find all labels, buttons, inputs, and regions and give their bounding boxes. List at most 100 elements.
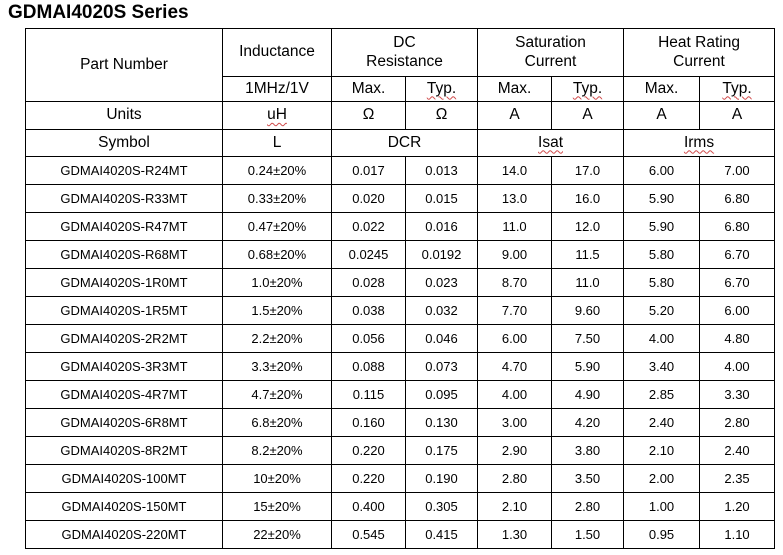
- dcr-max-cell: 0.400: [331, 492, 406, 521]
- inductance-unit: uH: [222, 101, 332, 130]
- table-row: GDMAI4020S-R24MT 0.24±20% 0.017 0.013 14.0 17…: [25, 156, 776, 185]
- table-row: GDMAI4020S-150MT 15±20% 0.400 0.305 2.10 2.80…: [25, 492, 776, 521]
- table-row: GDMAI4020S-2R2MT 2.2±20% 0.056 0.046 6.00 7.5…: [25, 324, 776, 353]
- isat-typ-header-text: Typ.: [572, 79, 603, 97]
- dcr-typ-cell: 0.013: [405, 156, 478, 185]
- inductance-cell: 10±20%: [222, 464, 332, 493]
- dcr-max-cell: 0.160: [331, 408, 406, 437]
- isat-max-unit: A: [477, 101, 552, 130]
- part-number-cell: GDMAI4020S-220MT: [25, 520, 223, 549]
- dcr-typ-unit: Ω: [405, 101, 478, 130]
- irms-max-cell: 2.10: [623, 436, 701, 465]
- irms-max-cell: 5.20: [623, 296, 701, 325]
- dcr-max-cell: 0.220: [331, 436, 406, 465]
- part-number-cell: GDMAI4020S-6R8MT: [25, 408, 223, 437]
- heat-rating-current-header-line1: Heat Rating: [658, 33, 740, 51]
- irms-typ-cell: 4.80: [699, 324, 776, 353]
- isat-typ-cell: 5.90: [550, 352, 625, 381]
- inductance-cell: 2.2±20%: [222, 324, 332, 353]
- irms-typ-unit: A: [699, 101, 776, 130]
- dcr-typ-cell: 0.016: [405, 212, 478, 241]
- isat-max-cell: 14.0: [477, 156, 552, 185]
- dcr-max-cell: 0.0245: [331, 240, 406, 269]
- table-row: GDMAI4020S-3R3MT 3.3±20% 0.088 0.073 4.70 5.9…: [25, 352, 776, 381]
- table-row: GDMAI4020S-6R8MT 6.8±20% 0.160 0.130 3.00 4.2…: [25, 408, 776, 437]
- dcr-max-cell: 0.220: [331, 464, 406, 493]
- table-row: GDMAI4020S-220MT 22±20% 0.545 0.415 1.30 1.50…: [25, 520, 776, 549]
- dcr-typ-cell: 0.175: [405, 436, 478, 465]
- heat-rating-current-header: Heat Rating Current: [623, 28, 776, 77]
- isat-typ-cell: 1.50: [550, 520, 625, 549]
- isat-max-cell: 8.70: [477, 268, 552, 297]
- dcr-typ-header-text: Typ.: [426, 79, 457, 97]
- isat-max-cell: 2.90: [477, 436, 552, 465]
- dcr-typ-cell: 0.0192: [405, 240, 478, 269]
- isat-max-header: Max.: [477, 76, 552, 102]
- dcr-typ-cell: 0.032: [405, 296, 478, 325]
- part-number-cell: GDMAI4020S-3R3MT: [25, 352, 223, 381]
- dcr-typ-cell: 0.190: [405, 464, 478, 493]
- table-row: GDMAI4020S-R68MT 0.68±20% 0.0245 0.0192 9.00…: [25, 240, 776, 269]
- irms-max-cell: 2.85: [623, 380, 701, 409]
- symbol-label: Symbol: [25, 129, 223, 157]
- saturation-current-header-line2: Current: [524, 52, 577, 70]
- dc-resistance-header-line2: Resistance: [366, 52, 443, 70]
- inductance-cell: 8.2±20%: [222, 436, 332, 465]
- dcr-max-cell: 0.028: [331, 268, 406, 297]
- irms-typ-cell: 1.20: [699, 492, 776, 521]
- irms-typ-cell: 6.80: [699, 184, 776, 213]
- dcr-max-cell: 0.020: [331, 184, 406, 213]
- inductance-cell: 6.8±20%: [222, 408, 332, 437]
- table-row: GDMAI4020S-4R7MT 4.7±20% 0.115 0.095 4.00 4.9…: [25, 380, 776, 409]
- dcr-max-header: Max.: [331, 76, 406, 102]
- dcr-max-cell: 0.115: [331, 380, 406, 409]
- irms-max-cell: 2.40: [623, 408, 701, 437]
- irms-typ-cell: 6.00: [699, 296, 776, 325]
- inductance-cell: 0.24±20%: [222, 156, 332, 185]
- dcr-max-unit: Ω: [331, 101, 406, 130]
- isat-typ-cell: 4.90: [550, 380, 625, 409]
- dc-resistance-header-line1: DC: [393, 33, 416, 51]
- table-header: Part Number Inductance DC Resistance Sat…: [25, 28, 776, 157]
- dcr-max-cell: 0.038: [331, 296, 406, 325]
- irms-typ-cell: 6.80: [699, 212, 776, 241]
- irms-typ-cell: 7.00: [699, 156, 776, 185]
- inductance-symbol: L: [222, 129, 332, 157]
- dcr-typ-cell: 0.023: [405, 268, 478, 297]
- table-row: GDMAI4020S-8R2MT 8.2±20% 0.220 0.175 2.90 3.8…: [25, 436, 776, 465]
- isat-max-cell: 7.70: [477, 296, 552, 325]
- dcr-typ-cell: 0.095: [405, 380, 478, 409]
- dcr-symbol: DCR: [331, 129, 478, 157]
- part-number-cell: GDMAI4020S-8R2MT: [25, 436, 223, 465]
- irms-max-cell: 5.90: [623, 212, 701, 241]
- isat-typ-header: Typ.: [550, 76, 625, 102]
- irms-typ-cell: 1.10: [699, 520, 776, 549]
- isat-typ-cell: 3.50: [550, 464, 625, 493]
- isat-typ-cell: 3.80: [550, 436, 625, 465]
- isat-symbol-text: Isat: [538, 133, 563, 151]
- isat-max-cell: 4.00: [477, 380, 552, 409]
- saturation-current-header-line1: Saturation: [515, 33, 586, 51]
- isat-typ-cell: 2.80: [550, 492, 625, 521]
- inductance-cell: 4.7±20%: [222, 380, 332, 409]
- test-condition: 1MHz/1V: [222, 76, 332, 102]
- isat-typ-cell: 16.0: [550, 184, 625, 213]
- inductance-cell: 15±20%: [222, 492, 332, 521]
- dcr-max-cell: 0.088: [331, 352, 406, 381]
- spec-table: Part Number Inductance DC Resistance Sat…: [25, 28, 776, 549]
- saturation-current-header: Saturation Current: [476, 28, 625, 77]
- irms-symbol: Irms: [623, 129, 776, 157]
- isat-max-cell: 1.30: [477, 520, 552, 549]
- isat-max-cell: 9.00: [477, 240, 552, 269]
- irms-max-cell: 4.00: [623, 324, 701, 353]
- irms-max-cell: 3.40: [623, 352, 701, 381]
- isat-max-cell: 3.00: [477, 408, 552, 437]
- irms-symbol-text: Irms: [683, 133, 715, 151]
- isat-typ-cell: 17.0: [550, 156, 625, 185]
- irms-typ-header: Typ.: [699, 76, 776, 102]
- irms-typ-cell: 3.30: [699, 380, 776, 409]
- dcr-max-cell: 0.017: [331, 156, 406, 185]
- dcr-typ-cell: 0.015: [405, 184, 478, 213]
- inductance-cell: 0.33±20%: [222, 184, 332, 213]
- page-title: GDMAI4020S Series: [8, 2, 189, 23]
